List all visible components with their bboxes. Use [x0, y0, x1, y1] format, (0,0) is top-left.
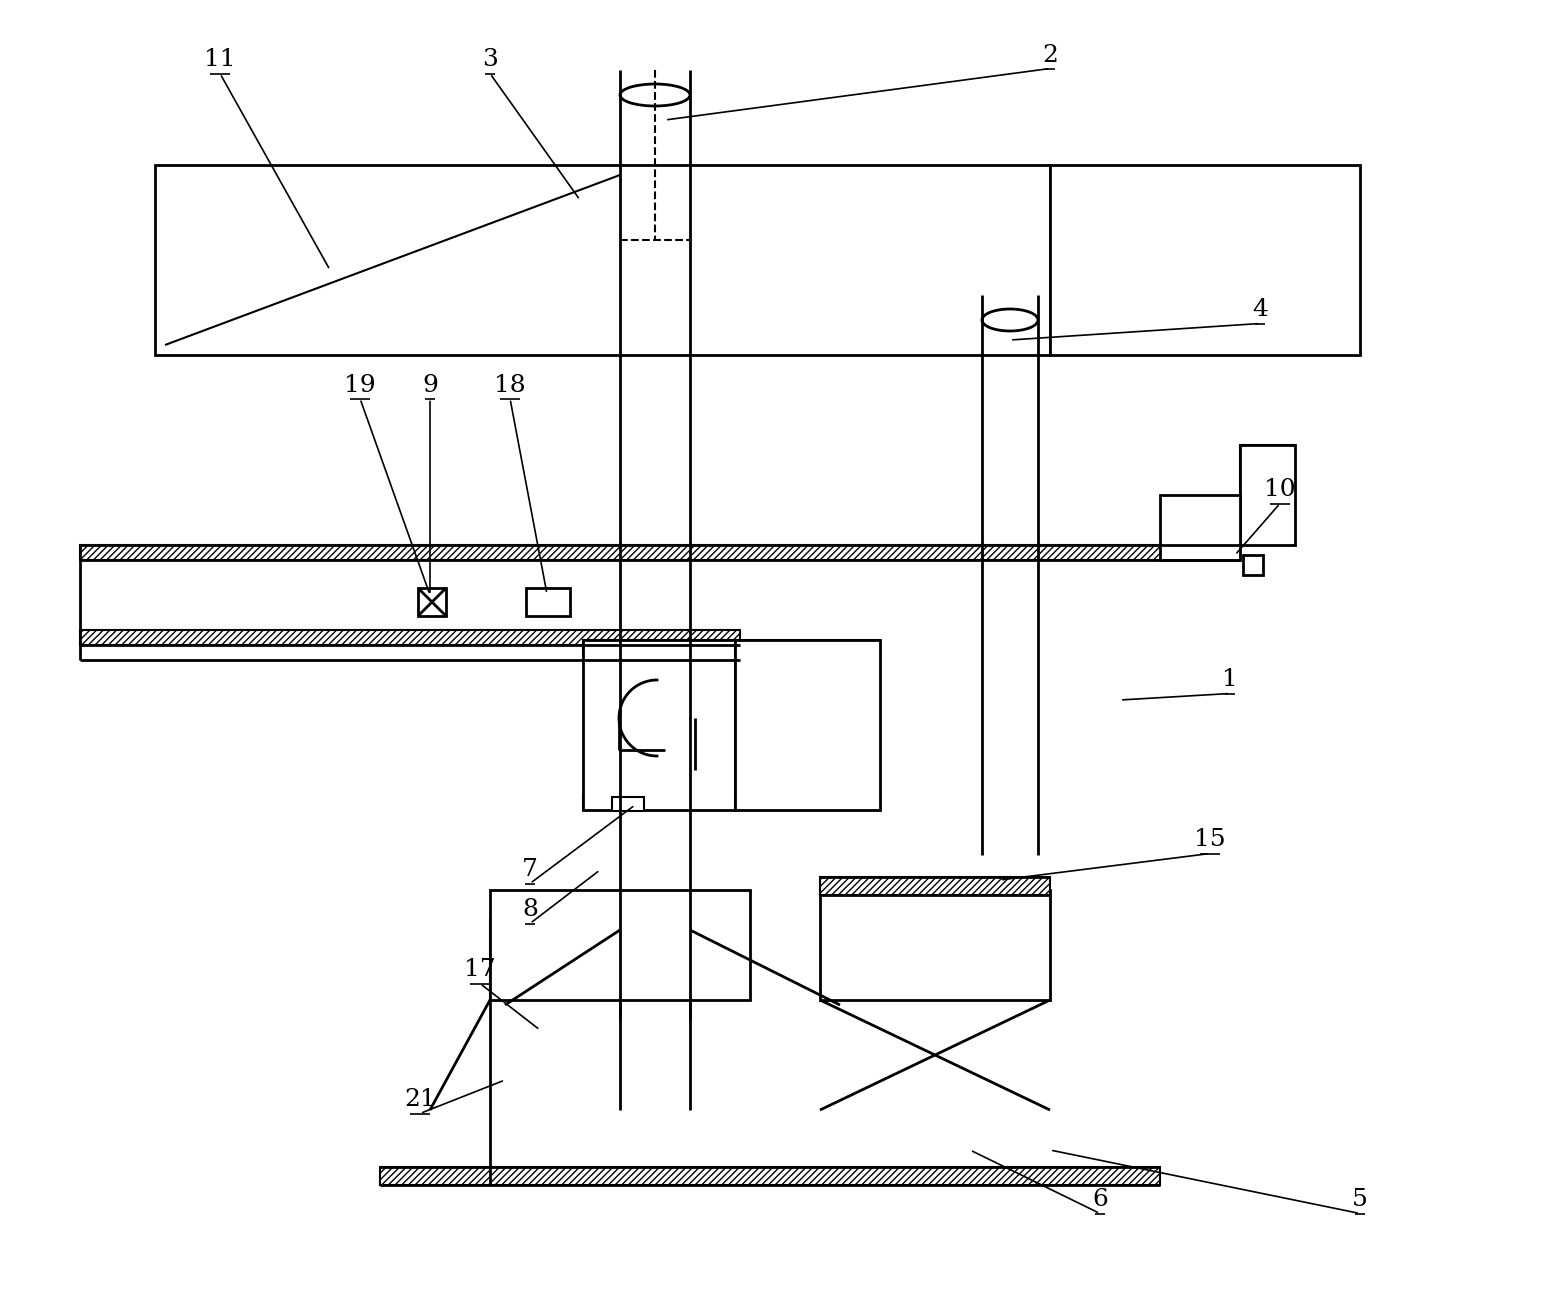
Text: 19: 19 — [344, 373, 376, 397]
Bar — [418, 587, 446, 616]
Bar — [80, 629, 740, 645]
Bar — [1240, 445, 1296, 545]
Bar — [735, 795, 879, 809]
Bar — [80, 629, 740, 645]
Text: 18: 18 — [494, 373, 526, 397]
Bar — [584, 640, 735, 654]
Bar — [820, 876, 1050, 895]
Bar — [611, 798, 644, 811]
Bar — [735, 640, 879, 654]
Bar — [1243, 555, 1263, 576]
Text: 7: 7 — [522, 858, 539, 882]
Bar — [1050, 166, 1361, 355]
Bar — [491, 890, 749, 1000]
Bar — [1240, 445, 1296, 545]
Ellipse shape — [621, 84, 690, 106]
Bar — [155, 166, 1050, 355]
Text: 17: 17 — [464, 958, 495, 982]
Text: 10: 10 — [1265, 478, 1296, 502]
Bar — [584, 640, 735, 809]
Bar — [80, 545, 1231, 560]
Text: 5: 5 — [1351, 1188, 1368, 1212]
Bar — [526, 587, 570, 616]
Text: 11: 11 — [204, 49, 235, 71]
Bar — [735, 640, 879, 809]
Bar — [80, 545, 1231, 560]
Bar — [1159, 495, 1240, 560]
Text: 2: 2 — [1042, 43, 1057, 67]
Bar — [584, 795, 735, 809]
Bar — [899, 920, 1045, 1000]
Bar — [1240, 445, 1296, 545]
Bar — [820, 890, 1050, 1000]
Text: 3: 3 — [481, 49, 498, 71]
Bar — [584, 795, 735, 809]
Bar — [820, 876, 1050, 895]
Text: 8: 8 — [522, 899, 539, 921]
Bar — [735, 640, 879, 654]
Text: 21: 21 — [404, 1088, 437, 1112]
Bar — [379, 1167, 1159, 1185]
Ellipse shape — [981, 309, 1039, 331]
Bar — [584, 640, 735, 654]
Bar — [491, 920, 550, 1000]
Text: 6: 6 — [1091, 1188, 1108, 1212]
Bar — [735, 795, 879, 809]
Text: 15: 15 — [1194, 829, 1226, 851]
Bar — [899, 920, 1045, 1000]
Text: 4: 4 — [1252, 298, 1268, 322]
Bar — [491, 920, 550, 1000]
Text: 1: 1 — [1221, 669, 1238, 691]
Text: 9: 9 — [423, 373, 438, 397]
Bar — [379, 1167, 1159, 1185]
